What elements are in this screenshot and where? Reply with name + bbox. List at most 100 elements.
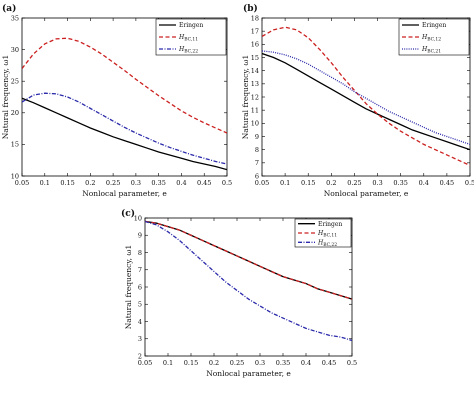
x-tick-label: 0.3 xyxy=(131,179,141,187)
x-tick-label: 0.05 xyxy=(255,179,269,187)
x-tick-label: 0.1 xyxy=(280,179,290,187)
y-tick-label: 25 xyxy=(11,78,19,86)
panel-label: (b) xyxy=(243,3,258,14)
y-tick-label: 18 xyxy=(251,14,259,22)
y-tick-label: 10 xyxy=(251,120,259,128)
y-tick-label: 10 xyxy=(134,214,142,222)
y-tick-label: 17 xyxy=(251,27,259,35)
y-tick-label: 7 xyxy=(138,266,142,274)
y-tick-label: 6 xyxy=(255,172,259,180)
y-tick-label: 6 xyxy=(138,283,142,291)
x-tick-label: 0.45 xyxy=(322,359,336,367)
x-tick-label: 0.3 xyxy=(255,359,265,367)
legend-entry-sub: BC,11 xyxy=(184,37,198,43)
legend-entry: HBC,11 xyxy=(317,230,337,239)
y-tick-label: 2 xyxy=(138,352,142,360)
y-tick-label: 3 xyxy=(138,335,142,343)
legend-entry: Eringen xyxy=(318,221,342,228)
chart-panel-3: (c) 0.05 0.1 0.15 0.2 0.25 0.3 0.35 0.4 0.45 0.5 2 3… xyxy=(121,208,357,378)
y-tick-label: 4 xyxy=(138,318,142,326)
y-tick-label: 30 xyxy=(11,46,19,54)
y-tick-label: 11 xyxy=(251,106,259,114)
legend-entry-sub: BC,22 xyxy=(323,242,337,248)
legend-entry: HBC,21 xyxy=(421,46,441,55)
y-tick-label: 8 xyxy=(255,146,259,154)
plot-frame xyxy=(21,17,228,177)
legend-entry: Eringen xyxy=(179,22,203,29)
y-tick-label: 13 xyxy=(251,80,259,88)
x-tick-label: 0.45 xyxy=(197,179,211,187)
legend-entry-main: H xyxy=(421,46,428,53)
y-axis-label: Natural frequency, ω1 xyxy=(124,245,133,330)
series-line-3 xyxy=(145,220,352,342)
legend-entry-main: H xyxy=(421,34,428,41)
y-tick-label: 20 xyxy=(11,109,19,117)
y-tick-label: 16 xyxy=(251,41,259,49)
x-tick-label: 0.35 xyxy=(276,359,290,367)
y-tick-label: 14 xyxy=(251,67,259,75)
y-tick-label: 7 xyxy=(255,159,259,167)
legend-entry-main: Eringen xyxy=(179,22,203,29)
series-line-1 xyxy=(262,52,470,151)
legend-entry-main: H xyxy=(317,240,324,247)
x-axis-label: Nonlocal parameter, e xyxy=(324,189,409,198)
y-tick-label: 15 xyxy=(11,141,19,149)
legend-entry: Eringen xyxy=(422,22,446,29)
legend-entry-main: Eringen xyxy=(318,221,342,228)
y-tick-label: 5 xyxy=(138,301,142,309)
y-tick-label: 15 xyxy=(251,54,259,62)
x-tick-label: 0.25 xyxy=(106,179,120,187)
series-line-3 xyxy=(262,50,470,146)
chart-panel-1: (a) 0.05 0.1 0.15 0.2 0.25 0.3 0.35 0.4 0.45 0.5 10… xyxy=(1,3,232,198)
x-tick-label: 0.05 xyxy=(15,179,29,187)
x-tick-label: 0.4 xyxy=(301,359,311,367)
legend-entry-sub: BC,21 xyxy=(427,49,441,55)
legend-entry-sub: BC,22 xyxy=(184,49,198,55)
series-line-3 xyxy=(22,92,227,165)
y-tick-label: 10 xyxy=(11,172,19,180)
x-tick-label: 0.1 xyxy=(40,179,50,187)
x-tick-label: 0.15 xyxy=(301,179,315,187)
x-tick-label: 0.45 xyxy=(440,179,454,187)
y-tick-label: 9 xyxy=(255,133,259,141)
panel-label: (a) xyxy=(2,3,16,14)
x-tick-label: 0.35 xyxy=(393,179,407,187)
x-tick-label: 0.15 xyxy=(60,179,74,187)
legend-entry-main: Eringen xyxy=(422,22,446,29)
series-line-2 xyxy=(145,220,352,300)
x-tick-label: 0.5 xyxy=(347,359,357,367)
y-tick-label: 35 xyxy=(11,14,19,22)
x-tick-label: 0.2 xyxy=(326,179,336,187)
legend-entry-main: H xyxy=(178,34,185,41)
y-tick-label: 12 xyxy=(251,93,259,101)
y-axis-label: Natural frequency, ω1 xyxy=(1,55,10,140)
series-line-2 xyxy=(262,26,470,167)
chart-panel-2: (b) 0.05 0.1 0.15 0.2 0.25 0.3 0.35 0.4 0.45 0.5 6 7… xyxy=(241,3,474,198)
series-line-1 xyxy=(22,97,227,171)
legend-entry: HBC,11 xyxy=(178,34,198,43)
y-axis-label: Natural frequency, ω1 xyxy=(241,55,250,140)
legend-entry-sub: BC,12 xyxy=(427,37,441,43)
legend-entry-sub: BC,11 xyxy=(323,233,337,239)
x-tick-label: 0.5 xyxy=(222,179,232,187)
x-tick-label: 0.4 xyxy=(176,179,186,187)
legend-entry: HBC,22 xyxy=(317,240,337,249)
x-tick-label: 0.5 xyxy=(465,179,474,187)
series-line-2 xyxy=(22,37,227,134)
x-tick-label: 0.25 xyxy=(230,359,244,367)
x-tick-label: 0.05 xyxy=(138,359,152,367)
x-tick-label: 0.2 xyxy=(209,359,219,367)
legend-entry: HBC,12 xyxy=(421,34,441,43)
x-axis-label: Nonlocal parameter, e xyxy=(206,369,291,378)
x-tick-label: 0.35 xyxy=(151,179,165,187)
y-tick-label: 9 xyxy=(138,232,142,240)
legend-entry-main: H xyxy=(178,46,185,53)
x-tick-label: 0.4 xyxy=(419,179,429,187)
legend-entry: HBC,22 xyxy=(178,46,198,55)
x-tick-label: 0.3 xyxy=(372,179,382,187)
legend-entry-main: H xyxy=(317,230,324,237)
